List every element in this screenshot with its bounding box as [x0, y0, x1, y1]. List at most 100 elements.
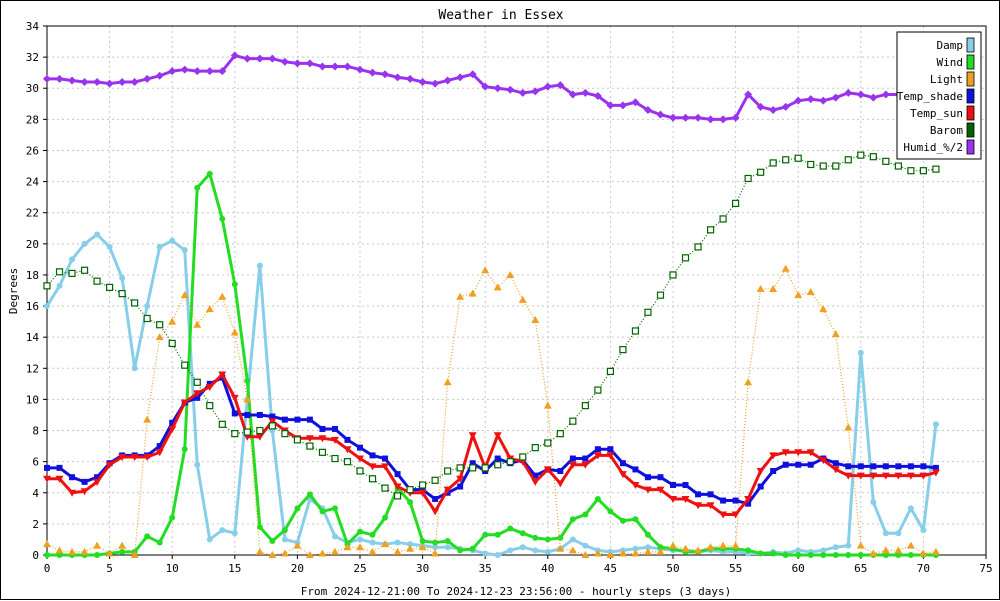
- barom-point: [193, 378, 201, 386]
- light-point: [305, 551, 314, 558]
- temp-shade-point: [394, 471, 401, 478]
- x-tick-label: 45: [604, 562, 617, 575]
- temp-shade-point: [594, 446, 601, 453]
- legend-label: Damp: [937, 39, 964, 52]
- barom-point: [381, 484, 389, 492]
- humid-2-point: [606, 101, 615, 110]
- temp-sun-point: [143, 453, 152, 461]
- humid-2-point: [869, 93, 878, 102]
- humid-2-point: [230, 51, 239, 60]
- temp-sun-point: [844, 472, 853, 480]
- barom-point: [669, 271, 677, 279]
- wind-point: [807, 552, 814, 558]
- legend-label: Temp_sun: [910, 107, 963, 120]
- temp-shade-point: [882, 463, 889, 470]
- barom-point: [757, 168, 765, 176]
- barom-point: [894, 162, 902, 170]
- temp-shade-point: [69, 474, 76, 481]
- wind-point: [544, 536, 551, 543]
- humid-2-point: [543, 82, 552, 91]
- barom-point: [343, 458, 352, 466]
- wind-point: [144, 533, 151, 540]
- damp-point: [857, 349, 864, 356]
- temp-shade-point: [432, 495, 439, 502]
- humid-2-point: [55, 74, 64, 83]
- humid-2-point: [744, 90, 753, 99]
- light-point: [343, 543, 352, 551]
- temp-shade-point: [807, 461, 814, 468]
- x-tick-label: 55: [729, 562, 742, 575]
- x-axis-label: From 2024-12-21:00 To 2024-12-23 23:56:0…: [301, 585, 731, 598]
- temp-sun-point: [869, 472, 878, 480]
- legend-swatch: [966, 105, 975, 121]
- temp-shade-point: [907, 463, 914, 470]
- temp-shade-point: [832, 460, 839, 467]
- series-wind: [44, 170, 939, 558]
- temp-shade-point: [670, 481, 676, 488]
- light-point: [656, 547, 665, 555]
- temp-shade-point: [932, 464, 939, 471]
- series-line-humid-2: [47, 54, 936, 121]
- humid-2-point: [193, 67, 202, 76]
- damp-point: [532, 547, 539, 554]
- barom-point: [281, 430, 289, 438]
- light-point: [456, 292, 465, 300]
- temp-sun-point: [168, 425, 177, 433]
- light-point: [180, 291, 189, 299]
- wind-point: [507, 525, 514, 532]
- wind-point: [181, 446, 188, 453]
- temp-sun-point: [93, 478, 102, 486]
- humid-2-point: [443, 76, 452, 85]
- light-point: [193, 320, 202, 328]
- barom-point: [882, 157, 890, 165]
- barom-point: [556, 430, 564, 438]
- light-point: [381, 540, 390, 548]
- temp-sun-point: [330, 436, 339, 444]
- light-point: [518, 295, 527, 303]
- temp-shade-point: [644, 474, 651, 481]
- series-line-light: [46, 268, 936, 556]
- humid-2-point: [706, 115, 715, 124]
- damp-point: [156, 243, 163, 250]
- wind-point: [44, 552, 50, 558]
- barom-point: [393, 492, 402, 500]
- temp-shade-point: [382, 455, 389, 462]
- damp-point: [907, 505, 914, 512]
- barom-point: [456, 464, 464, 472]
- barom-point: [606, 367, 615, 376]
- humid-2-point: [568, 90, 577, 99]
- temp-shade-point: [532, 472, 539, 479]
- temp-shade-point: [757, 483, 764, 490]
- damp-point: [94, 231, 101, 238]
- humid-2-point: [819, 96, 828, 105]
- humid-2-point: [669, 113, 677, 122]
- light-point: [481, 266, 490, 274]
- barom-point: [544, 439, 552, 447]
- humid-2-point: [243, 54, 252, 63]
- temp-sun-point: [268, 418, 277, 426]
- series-temp-sun: [43, 371, 940, 519]
- humid-2-point: [280, 57, 289, 66]
- damp-point: [507, 547, 514, 554]
- temp-sun-point: [618, 471, 627, 479]
- wind-point: [569, 516, 576, 523]
- temp-shade-point: [369, 452, 376, 459]
- temp-sun-point: [105, 461, 114, 469]
- x-tick-label: 25: [353, 562, 366, 575]
- temp-sun-point: [593, 452, 602, 460]
- barom-point: [256, 426, 264, 435]
- barom-point: [231, 430, 239, 438]
- humid-2-point: [518, 88, 527, 97]
- temp-sun-point: [831, 466, 840, 474]
- wind-point: [820, 552, 827, 558]
- temp-shade-point: [169, 419, 176, 426]
- humid-2-point: [381, 70, 390, 79]
- y-tick-label: 0: [32, 549, 39, 562]
- temp-shade-point: [231, 410, 238, 417]
- light-point: [719, 541, 728, 549]
- light-point: [431, 549, 440, 557]
- barom-point: [143, 314, 151, 323]
- barom-point: [356, 467, 364, 475]
- humid-2-point: [330, 62, 339, 71]
